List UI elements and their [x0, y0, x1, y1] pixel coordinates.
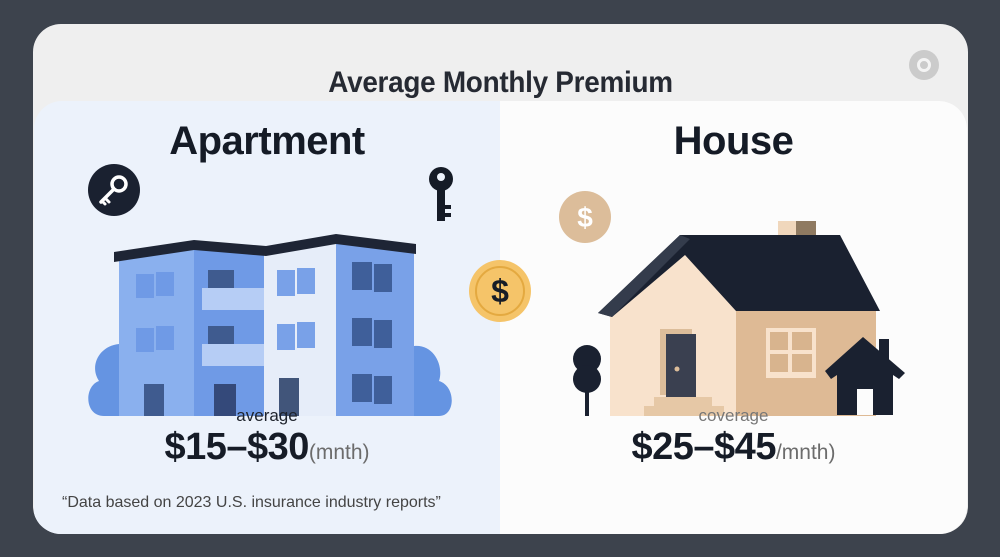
house-price-unit: /mnth) — [775, 441, 836, 464]
svg-text:$: $ — [491, 273, 509, 309]
house-price: $25–$45/mnth) — [500, 426, 967, 469]
apartment-price-amount: $15–$30 — [164, 426, 309, 468]
house-icon — [573, 221, 880, 416]
comparison-panels: Apartment — [34, 101, 967, 534]
house-panel: House $ — [500, 101, 967, 534]
apartment-label: average — [236, 406, 298, 425]
key-icon — [429, 167, 453, 221]
apartment-title: Apartment — [169, 119, 365, 163]
key-circle-icon — [88, 164, 140, 216]
svg-text:$: $ — [577, 202, 593, 233]
circle-close-icon[interactable] — [909, 50, 939, 80]
apartment-price-unit: (mnth) — [308, 441, 370, 464]
source-footnote: “Data based on 2023 U.S. insurance indus… — [62, 494, 441, 511]
page-title: Average Monthly Premium — [328, 66, 673, 99]
house-title: House — [673, 119, 794, 163]
house-label: coverage — [698, 406, 769, 425]
dollar-coin-icon: $ — [469, 260, 531, 322]
apartment-building-icon — [88, 234, 452, 416]
house-price-amount: $25–$45 — [631, 426, 777, 468]
apartment-price: $15–$30(mnth) — [34, 426, 500, 469]
dollar-circle-icon: $ — [559, 191, 611, 243]
premium-card: Average Monthly Premium Apartment — [33, 24, 968, 534]
apartment-panel: Apartment — [34, 101, 500, 534]
small-house-icon — [825, 337, 905, 415]
